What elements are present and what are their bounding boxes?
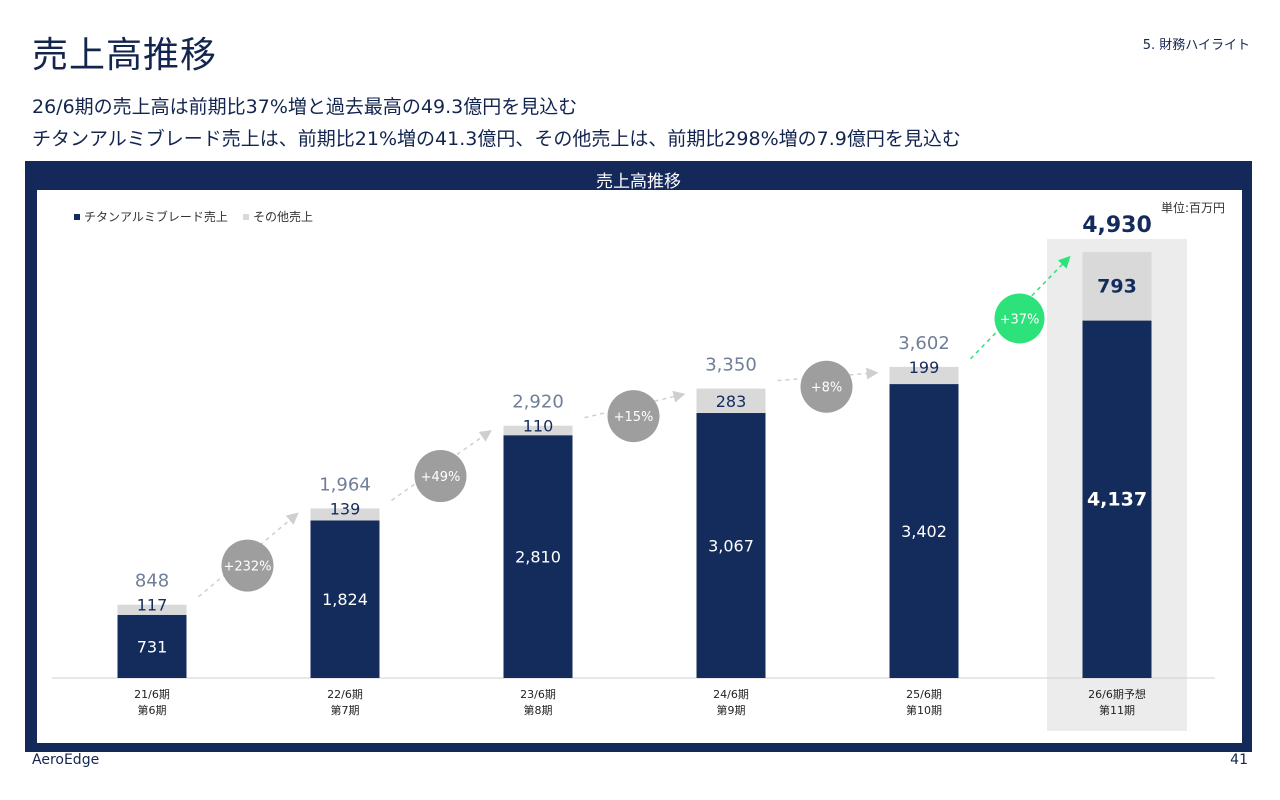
total-label: 4,930 [1082, 213, 1152, 238]
bar-titanium [696, 413, 766, 678]
value-label-other: 117 [137, 596, 168, 615]
category-sublabel: 第7期 [331, 703, 360, 717]
subtitle-1: 26/6期の売上高は前期比37%増と過去最高の49.3億円を見込む [32, 96, 578, 118]
category-sublabel: 第11期 [1099, 703, 1135, 717]
bar-other [117, 604, 187, 615]
category-sublabel: 第8期 [524, 703, 553, 717]
value-label-other: 139 [330, 499, 361, 518]
bar-titanium [1082, 320, 1152, 678]
category-sublabel: 第10期 [906, 703, 942, 717]
chart-title: 売上高推移 [596, 172, 681, 192]
total-label: 3,602 [898, 333, 950, 354]
value-label-titanium: 4,137 [1087, 488, 1147, 510]
growth-bubble [414, 450, 467, 503]
value-label-titanium: 3,402 [901, 522, 947, 541]
legend-label-titanium: チタンアルミブレード売上 [84, 209, 228, 224]
bar-other [889, 366, 959, 385]
sales-chart: チタンアルミブレード売上 その他売上 単位:百万円 731 117 848 21/6期第6期… [52, 200, 1225, 731]
value-label-titanium: 3,067 [708, 537, 754, 556]
total-label: 1,964 [319, 474, 371, 495]
total-label: 848 [135, 571, 169, 592]
value-label-titanium: 2,810 [515, 548, 561, 567]
bar-other [1082, 252, 1152, 321]
growth-arrow [198, 512, 299, 598]
value-label-titanium: 1,824 [322, 590, 368, 609]
growth-label: +8% [811, 381, 843, 396]
category-label: 21/6期 [134, 688, 170, 701]
category-sublabel: 第6期 [138, 703, 167, 717]
total-label: 2,920 [512, 392, 564, 413]
value-label-other: 199 [909, 358, 940, 377]
growth-label: +49% [421, 470, 461, 485]
bar-titanium [117, 614, 187, 678]
value-label-other: 110 [523, 417, 554, 436]
bar-other [503, 425, 573, 436]
legend-swatch-other [243, 214, 249, 220]
bar-other [696, 388, 766, 414]
category-label: 22/6期 [327, 688, 363, 701]
bar-titanium [889, 384, 959, 678]
growth-bubble [607, 390, 660, 443]
category-label: 26/6期予想 [1088, 687, 1146, 701]
chart-panel: チタンアルミブレード売上 その他売上 単位:百万円 731 117 848 21/6期第6期… [37, 190, 1242, 743]
category-sublabel: 第9期 [717, 703, 746, 717]
bar-other [310, 508, 380, 521]
growth-bubble [800, 360, 853, 413]
section-label: 5. 財務ハイライト [1142, 38, 1250, 53]
company-name: AeroEdge [32, 752, 100, 768]
growth-bubble [221, 539, 274, 592]
value-label-other: 793 [1097, 275, 1137, 297]
growth-label: +37% [1000, 312, 1040, 327]
value-label-titanium: 731 [137, 637, 168, 656]
bar-titanium [310, 520, 380, 678]
unit-label: 単位:百万円 [1161, 200, 1225, 215]
category-label: 23/6期 [520, 688, 556, 701]
subtitle-2: チタンアルミブレード売上は、前期比21%増の41.3億円、その他売上は、前期比2… [32, 128, 961, 150]
growth-label: +15% [614, 410, 654, 425]
bar-titanium [503, 435, 573, 678]
legend-swatch-titanium [74, 214, 80, 220]
growth-label: +232% [223, 560, 271, 575]
legend-label-other: その他売上 [253, 209, 313, 224]
page-number: 41 [1230, 752, 1248, 768]
total-label: 3,350 [705, 355, 757, 376]
page-title: 売上高推移 [32, 35, 218, 76]
category-label: 25/6期 [906, 688, 942, 701]
growth-bubble [994, 293, 1045, 344]
value-label-other: 283 [716, 392, 747, 411]
category-label: 24/6期 [713, 688, 749, 701]
